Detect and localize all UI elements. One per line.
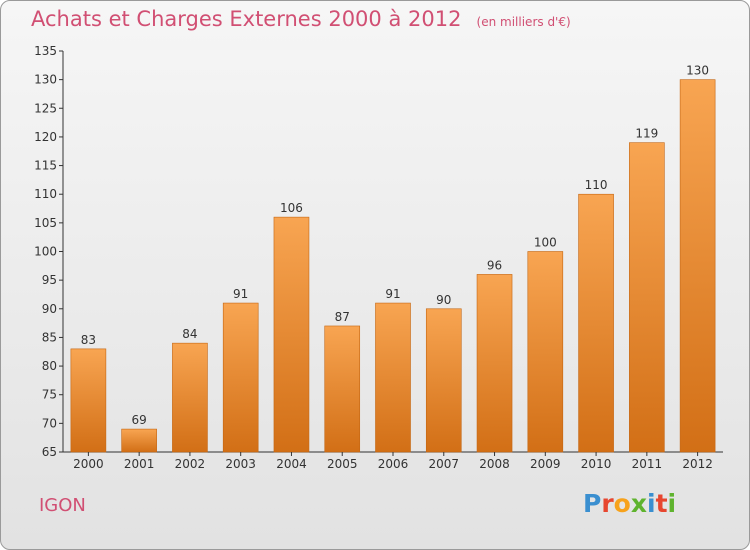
y-tick-label: 65 (42, 445, 57, 459)
y-tick-label: 75 (42, 388, 57, 402)
logo-letter: r (601, 489, 614, 518)
y-tick-label: 135 (34, 44, 57, 58)
chart-header: Achats et Charges Externes 2000 à 2012 (… (31, 7, 571, 31)
y-tick-label: 125 (34, 101, 57, 115)
bar-value-label: 96 (487, 258, 502, 272)
y-tick-label: 100 (34, 245, 57, 259)
bar (70, 348, 107, 453)
x-tick-label: 2006 (378, 457, 409, 471)
chart-title: Achats et Charges Externes 2000 à 2012 (31, 7, 462, 31)
y-tick-label: 95 (42, 273, 57, 287)
logo-letter: x (630, 489, 647, 518)
bar (273, 216, 310, 453)
x-tick-label: 2007 (428, 457, 459, 471)
logo-letter: i (647, 489, 656, 518)
chart-unit: (en milliers d'€) (476, 15, 571, 29)
bar (121, 428, 157, 453)
bar (172, 342, 208, 453)
y-tick-label: 80 (42, 359, 57, 373)
x-tick-label: 2010 (581, 457, 612, 471)
logo-letter: i (667, 489, 677, 518)
commune-name: IGON (39, 495, 86, 516)
x-tick-label: 2009 (530, 457, 561, 471)
x-tick-label: 2001 (124, 457, 155, 471)
bar-value-label: 130 (686, 64, 709, 78)
bar (222, 302, 259, 453)
x-tick-label: 2012 (682, 457, 713, 471)
bar-value-label: 91 (233, 287, 248, 301)
bar (425, 308, 462, 453)
bar-value-label: 110 (585, 178, 608, 192)
y-tick-label: 85 (42, 330, 57, 344)
bar-value-label: 83 (81, 333, 96, 347)
bar-value-label: 69 (132, 413, 147, 427)
proxiti-logo: Proxiti (583, 489, 676, 518)
bar (679, 79, 716, 453)
x-tick-label: 2005 (327, 457, 358, 471)
bar-value-label: 90 (436, 293, 451, 307)
bar-value-label: 84 (182, 327, 197, 341)
bar (476, 274, 513, 453)
bar-value-label: 87 (335, 310, 350, 324)
bar-value-label: 100 (534, 236, 557, 250)
y-tick-label: 90 (42, 302, 57, 316)
bar (375, 302, 411, 453)
logo-letter: P (583, 489, 602, 518)
x-tick-label: 2011 (632, 457, 663, 471)
bar (324, 325, 361, 453)
y-tick-label: 130 (34, 73, 57, 87)
y-tick-label: 120 (34, 130, 57, 144)
y-tick-label: 110 (34, 187, 57, 201)
bar (527, 251, 564, 453)
logo-letter: t (655, 489, 668, 518)
logo-letter: o (613, 489, 631, 518)
x-tick-label: 2004 (276, 457, 307, 471)
bar-value-label: 106 (280, 201, 303, 215)
bar-value-label: 91 (385, 287, 400, 301)
y-tick-label: 115 (34, 159, 57, 173)
bar (629, 142, 665, 453)
x-tick-label: 2000 (73, 457, 104, 471)
y-tick-label: 70 (42, 416, 57, 430)
x-tick-label: 2008 (479, 457, 510, 471)
y-tick-label: 105 (34, 216, 57, 230)
x-tick-label: 2002 (175, 457, 206, 471)
bar (578, 193, 614, 453)
bar-value-label: 119 (635, 127, 658, 141)
x-tick-label: 2003 (225, 457, 256, 471)
